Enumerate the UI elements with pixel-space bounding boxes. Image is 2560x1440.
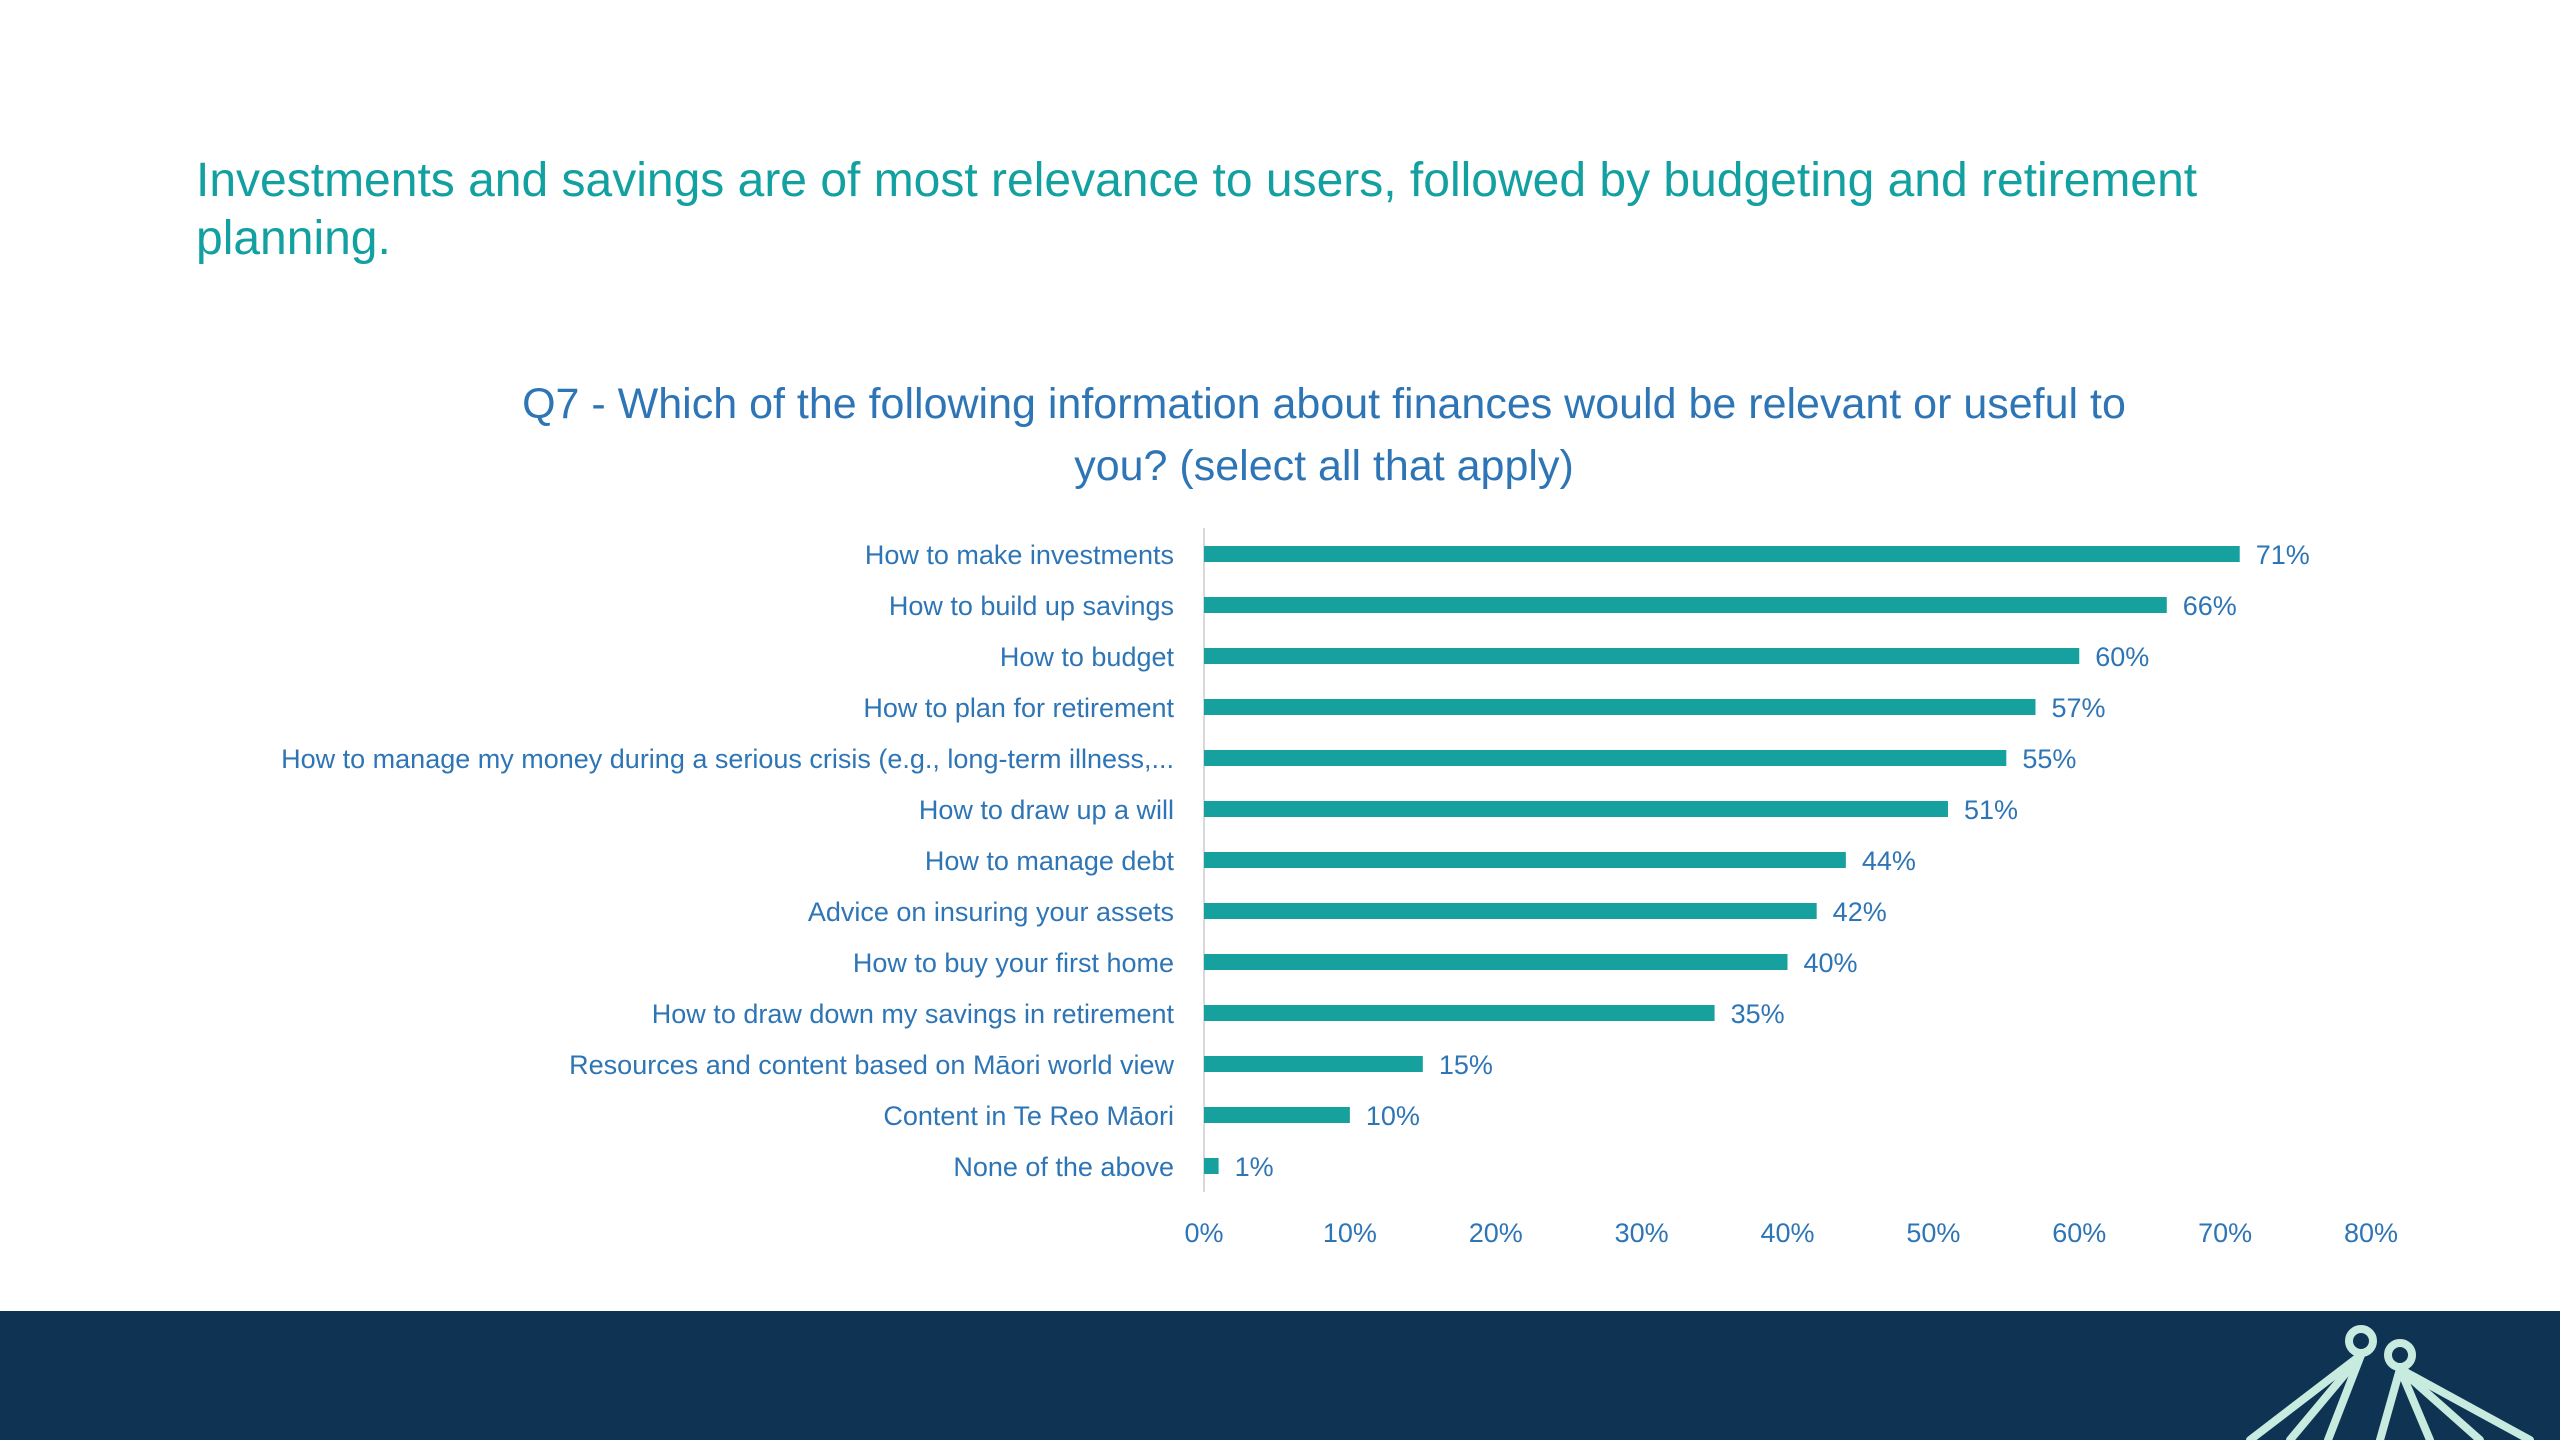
data-label: 51% [1964,795,2018,825]
x-tick-label: 0% [1184,1218,1223,1248]
category-label: How to make investments [865,540,1174,570]
category-label: Resources and content based on Māori wor… [569,1050,1174,1080]
category-label: How to build up savings [889,591,1174,621]
category-label: Advice on insuring your assets [808,897,1174,927]
bar [1204,954,1788,970]
data-label: 44% [1862,846,1916,876]
data-label: 66% [2183,591,2237,621]
data-label: 35% [1731,999,1785,1029]
footer-band [0,1311,2560,1440]
bar [1204,852,1846,868]
bar [1204,597,2167,613]
bar [1204,801,1948,817]
bar [1204,546,2240,562]
category-label: How to draw up a will [919,795,1174,825]
category-label: None of the above [953,1152,1174,1182]
x-axis-ticks: 0% 10% 20% 30% 40% 50% 60% 70% 80% [1184,1218,2398,1248]
x-tick-label: 40% [1760,1218,1814,1248]
x-tick-label: 10% [1323,1218,1377,1248]
category-label: How to draw down my savings in retiremen… [652,999,1175,1029]
x-tick-label: 50% [1906,1218,1960,1248]
stylized-roof-logo-icon [2246,1325,2534,1440]
category-label: How to manage my money during a serious … [281,744,1174,774]
data-label: 55% [2022,744,2076,774]
bar [1204,1107,1350,1123]
bar [1204,1005,1715,1021]
data-label: 57% [2051,693,2105,723]
bars-group: How to make investments 71% How to build u… [281,540,2310,1182]
data-label: 42% [1833,897,1887,927]
category-label: Content in Te Reo Māori [883,1101,1174,1131]
category-label: How to plan for retirement [863,693,1174,723]
bar [1204,699,2036,715]
bar [1204,1158,1219,1174]
data-label: 1% [1235,1152,1274,1182]
x-tick-label: 20% [1469,1218,1523,1248]
bar [1204,750,2007,766]
x-tick-label: 80% [2344,1218,2398,1248]
chart-title-line-1: Q7 - Which of the following information … [522,380,2126,428]
x-tick-label: 30% [1615,1218,1669,1248]
bar [1204,648,2080,664]
slide-headline: Investments and savings are of most rele… [196,154,2198,265]
data-label: 60% [2095,642,2149,672]
category-label: How to budget [1000,642,1175,672]
data-label: 40% [1804,948,1858,978]
bar [1204,1056,1423,1072]
data-label: 10% [1366,1101,1420,1131]
category-label: How to manage debt [925,846,1175,876]
x-tick-label: 70% [2198,1218,2252,1248]
category-label: How to buy your first home [853,948,1174,978]
chart-title-line-2: you? (select all that apply) [1074,442,1574,490]
x-tick-label: 60% [2052,1218,2106,1248]
bar-chart: Q7 - Which of the following information … [281,380,2398,1248]
data-label: 15% [1439,1050,1493,1080]
data-label: 71% [2256,540,2310,570]
bar [1204,903,1817,919]
